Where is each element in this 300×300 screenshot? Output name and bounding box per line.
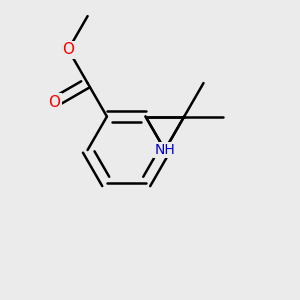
Text: O: O: [62, 42, 74, 57]
Text: NH: NH: [154, 143, 175, 157]
Text: O: O: [48, 95, 60, 110]
